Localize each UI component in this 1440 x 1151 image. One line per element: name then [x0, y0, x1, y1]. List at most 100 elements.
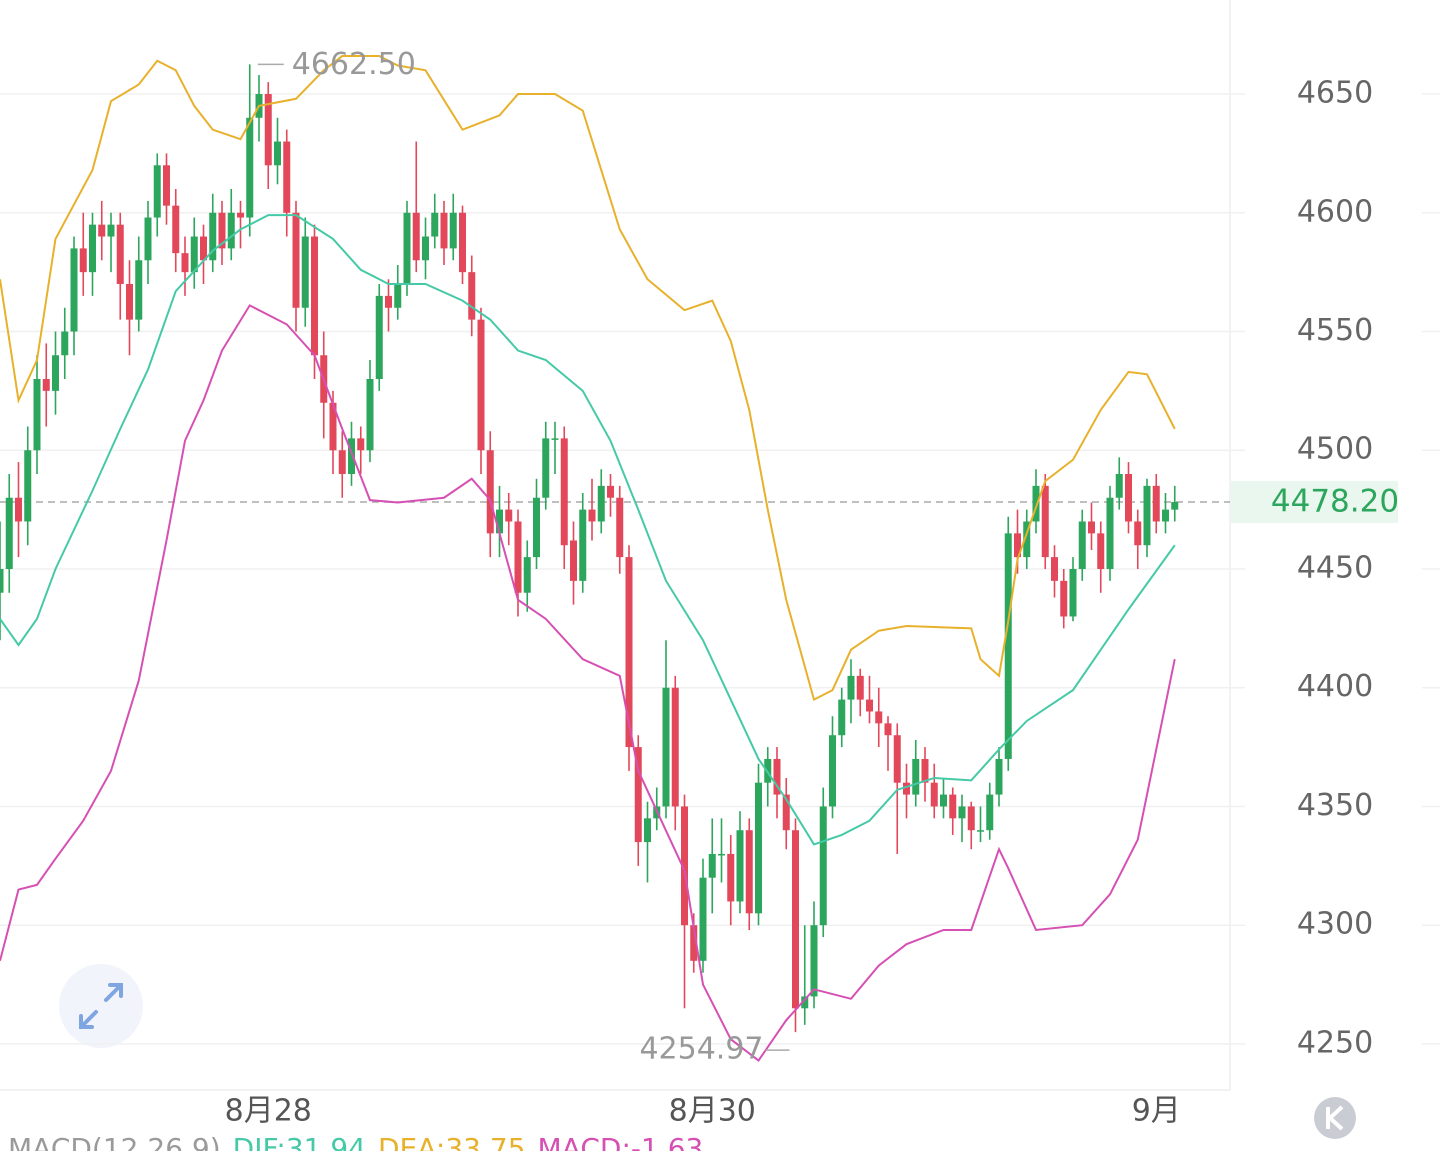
- candle-body: [163, 165, 170, 206]
- candle-body: [1004, 533, 1012, 759]
- candle-body: [875, 711, 883, 724]
- candle-body: [311, 236, 318, 356]
- y-tick-label: 4550: [1297, 313, 1373, 348]
- indicator-legend: MACD:-1.63: [538, 1132, 704, 1151]
- candle-body: [477, 319, 485, 451]
- candle-body: [1014, 533, 1021, 558]
- k-icon[interactable]: [1326, 1105, 1344, 1131]
- candle-body: [570, 540, 577, 581]
- candle-body: [625, 557, 633, 748]
- candle-body: [449, 212, 457, 249]
- candle-body: [338, 450, 346, 474]
- x-tick-label: 8月30: [669, 1094, 756, 1129]
- candle-body: [440, 212, 448, 249]
- candle-body: [866, 699, 873, 712]
- band-line: [0, 214, 1176, 846]
- candle-body: [172, 205, 180, 254]
- candle-body: [542, 438, 550, 498]
- candle-body: [533, 497, 540, 558]
- expand-icon[interactable]: [79, 983, 123, 1029]
- candle-body: [292, 212, 300, 308]
- x-tick-label: 9月: [1132, 1094, 1181, 1129]
- expand-button-bg[interactable]: [59, 964, 143, 1048]
- candle-body: [1060, 580, 1068, 617]
- candle-body: [560, 438, 568, 546]
- candle-body: [1088, 521, 1095, 534]
- candle-body: [773, 758, 781, 795]
- k-button-bg[interactable]: [1314, 1097, 1356, 1139]
- candle-body: [357, 438, 365, 451]
- low-marker-label: 4254.97: [639, 1032, 763, 1067]
- candle-body: [431, 212, 439, 237]
- candle-body: [1023, 521, 1031, 558]
- candle-body: [70, 248, 78, 332]
- candle-body: [1069, 568, 1077, 617]
- candle-body: [126, 284, 133, 320]
- candle-body: [1125, 473, 1132, 522]
- candle-body: [505, 509, 513, 522]
- candle-body: [671, 687, 679, 807]
- candle-body: [200, 236, 207, 261]
- candle-body: [977, 830, 984, 832]
- candle-body: [708, 853, 716, 878]
- candle-body: [579, 509, 587, 581]
- candle-body: [283, 141, 291, 213]
- candle-body: [847, 675, 855, 700]
- candle-body: [1106, 497, 1114, 569]
- candle-body: [912, 758, 920, 795]
- candle-body: [903, 782, 910, 795]
- candle-body: [662, 687, 670, 807]
- candle-body: [949, 794, 957, 819]
- y-tick-label: 4650: [1297, 76, 1373, 111]
- y-tick-label: 4250: [1297, 1025, 1373, 1060]
- candle-body: [153, 165, 161, 218]
- candle-body: [893, 735, 901, 783]
- candle-body: [348, 438, 355, 474]
- candle-body: [264, 94, 272, 166]
- y-tick-label: 4400: [1297, 669, 1373, 704]
- candle-body: [736, 830, 744, 902]
- candle-body: [0, 568, 4, 593]
- candle-body: [551, 438, 559, 440]
- candle-body: [52, 355, 59, 391]
- candle-body: [986, 794, 994, 831]
- candle-body: [958, 806, 966, 819]
- candle-body: [98, 224, 106, 237]
- candle-body: [403, 212, 411, 285]
- high-marker-label: 4662.50: [292, 47, 416, 82]
- candle-body: [375, 295, 383, 380]
- candle-body: [61, 331, 69, 356]
- candle-body: [995, 758, 1003, 795]
- candle-body: [486, 450, 494, 534]
- candle-body: [190, 236, 198, 273]
- y-tick-label: 4450: [1297, 550, 1373, 585]
- candle-body: [33, 379, 41, 451]
- candle-body: [940, 794, 947, 807]
- k-button[interactable]: [1314, 1097, 1356, 1139]
- candle-body: [1078, 521, 1086, 569]
- candle-body: [144, 217, 152, 261]
- expand-button[interactable]: [59, 964, 143, 1048]
- candle-body: [1041, 485, 1049, 558]
- candle-body: [819, 806, 827, 926]
- y-tick-label: 4350: [1297, 788, 1373, 823]
- candle-body: [644, 818, 651, 843]
- candle-body: [1162, 509, 1169, 522]
- candle-body: [1032, 485, 1040, 522]
- candle-body: [616, 497, 624, 558]
- candle-body: [588, 509, 596, 522]
- candle-body: [755, 782, 762, 914]
- candle-body: [274, 141, 281, 166]
- candle-body: [301, 236, 309, 308]
- candle-body: [181, 253, 189, 273]
- candle-body: [1152, 485, 1160, 522]
- candle-body: [218, 212, 226, 249]
- candle-body: [921, 758, 929, 783]
- candle-body: [15, 497, 22, 522]
- candle-body: [1143, 485, 1151, 546]
- indicator-legend: DIF:31.94: [233, 1132, 366, 1151]
- candle-body: [5, 497, 13, 569]
- y-tick-label: 4600: [1297, 194, 1373, 229]
- candle-body: [366, 379, 374, 451]
